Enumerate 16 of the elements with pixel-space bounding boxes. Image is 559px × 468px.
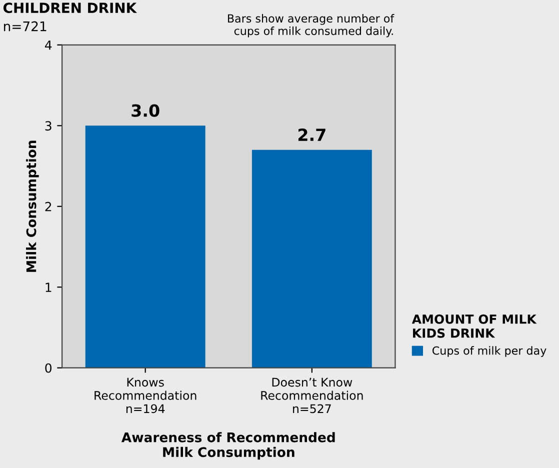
y-tick-label: 0 xyxy=(45,363,52,373)
text: 2.7 xyxy=(298,128,326,141)
legend-title: AMOUNT OF MILK KIDS DRINK xyxy=(412,314,537,338)
y-tick-label: 1 xyxy=(46,282,52,292)
y-tick-label: 3 xyxy=(45,121,52,131)
chart-subtitle: n=721 xyxy=(4,21,46,32)
y-tick-label: 2 xyxy=(45,202,52,212)
y-tick-label: 4 xyxy=(44,40,52,50)
y-axis-title: Milk Consumption xyxy=(26,140,39,272)
legend-label: Cups of milk per day xyxy=(432,346,546,357)
text: 3.0 xyxy=(132,104,160,117)
chart-title: CHILDREN DRINK xyxy=(3,2,137,14)
x-tick-label: Knows Recommendation n=194 xyxy=(94,378,196,414)
x-axis-title: Awareness of Recommended Milk Consumption xyxy=(121,432,335,460)
x-tick-label: Doesn’t Know Recommendation n=527 xyxy=(261,378,363,414)
text: Bars show average number of cups of milk consumed daily. xyxy=(228,14,394,38)
